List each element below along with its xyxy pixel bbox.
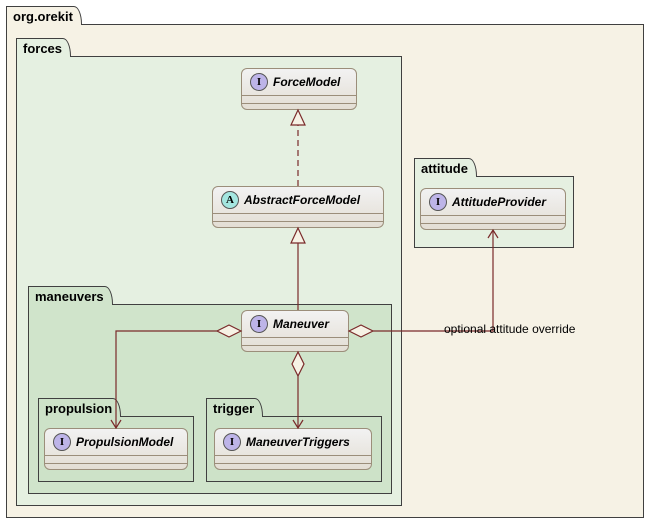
- package-root-tab: org.orekit: [6, 6, 82, 25]
- edge-label-attitude: optional attitude override: [444, 322, 575, 336]
- class-abstract-force-model: A AbstractForceModel: [212, 186, 384, 228]
- class-force-model: I ForceModel: [241, 68, 357, 110]
- package-root-label: org.orekit: [13, 9, 73, 24]
- package-propulsion-tab: propulsion: [38, 398, 121, 417]
- interface-icon: I: [250, 73, 268, 91]
- interface-icon: I: [250, 315, 268, 333]
- package-trigger-label: trigger: [213, 401, 254, 416]
- class-attitude-provider-label: AttitudeProvider: [452, 195, 546, 209]
- abstract-icon: A: [221, 191, 239, 209]
- package-forces-label: forces: [23, 41, 62, 56]
- class-propulsion-model-label: PropulsionModel: [76, 435, 173, 449]
- class-maneuver-triggers-label: ManeuverTriggers: [246, 435, 350, 449]
- package-propulsion-label: propulsion: [45, 401, 112, 416]
- class-attitude-provider: I AttitudeProvider: [420, 188, 566, 230]
- class-abstract-force-model-label: AbstractForceModel: [244, 193, 360, 207]
- interface-icon: I: [53, 433, 71, 451]
- interface-icon: I: [223, 433, 241, 451]
- interface-icon: I: [429, 193, 447, 211]
- package-maneuvers-label: maneuvers: [35, 289, 104, 304]
- package-forces-tab: forces: [16, 38, 71, 57]
- uml-diagram: org.orekit forces maneuvers propulsion t…: [0, 0, 650, 524]
- package-maneuvers-tab: maneuvers: [28, 286, 113, 305]
- package-attitude-tab: attitude: [414, 158, 477, 177]
- package-trigger-tab: trigger: [206, 398, 263, 417]
- class-maneuver-triggers: I ManeuverTriggers: [214, 428, 372, 470]
- package-attitude-label: attitude: [421, 161, 468, 176]
- class-maneuver-label: Maneuver: [273, 317, 329, 331]
- class-force-model-label: ForceModel: [273, 75, 340, 89]
- class-maneuver: I Maneuver: [241, 310, 349, 352]
- class-propulsion-model: I PropulsionModel: [44, 428, 188, 470]
